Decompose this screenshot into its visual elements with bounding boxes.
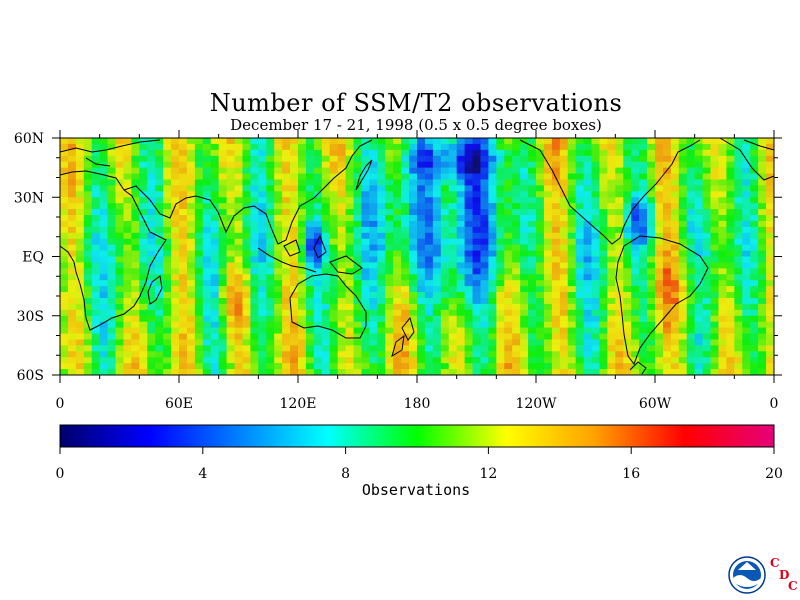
colorbar-tick-label: 0 <box>56 466 65 482</box>
coastline-south-america <box>615 235 709 366</box>
colorbar: 0 4 8 12 16 20 <box>56 424 783 482</box>
colorbar-ticks: 0 4 8 12 16 20 <box>56 447 783 482</box>
colorbar-gradient <box>59 424 775 448</box>
cdc-letter-2: D <box>779 568 790 582</box>
coastline-asia-south <box>123 139 373 245</box>
longitude-label: 120E <box>280 396 317 412</box>
colorbar-tick-label: 20 <box>765 466 783 482</box>
cdc-letter-3: C <box>788 579 798 593</box>
coastline-japan <box>355 159 373 191</box>
noaa-logo-text: NOAA <box>739 571 755 577</box>
noaa-logo-icon: NOAA <box>728 556 766 594</box>
coastline-greenland <box>719 137 775 181</box>
latitude-axis: 60N 30N EQ 30S 60S <box>14 131 782 384</box>
latitude-label: 30S <box>17 309 44 325</box>
coastline-madagascar <box>147 275 163 305</box>
cdc-logo: C D C <box>768 556 800 596</box>
coastlines <box>59 137 775 375</box>
longitude-label: 60W <box>639 396 672 412</box>
coastline-antarctic-peninsula <box>629 361 647 375</box>
colorbar-title: Observations <box>361 481 471 499</box>
coastline-europe <box>59 139 161 167</box>
coastline-indonesia <box>257 234 363 275</box>
colorbar-tick-label: 4 <box>198 466 207 482</box>
colorbar-tick-label: 12 <box>479 466 497 482</box>
colorbar-tick-label: 16 <box>622 466 640 482</box>
longitude-label: 60E <box>165 396 193 412</box>
noise-texture <box>60 138 774 375</box>
latitude-label: EQ <box>22 250 44 266</box>
coastline-africa <box>59 170 167 331</box>
coastline-north-america <box>519 139 701 245</box>
longitude-axis: 0 60E 120E 180 120W 60W 0 <box>56 130 779 412</box>
longitude-label: 180 <box>404 396 431 412</box>
cdc-letter-1: C <box>770 556 780 570</box>
longitude-label: 0 <box>770 396 779 412</box>
latitude-label: 30N <box>14 190 44 206</box>
coastline-australia <box>289 273 367 339</box>
map-title: Number of SSM/T2 observations <box>209 89 623 117</box>
latitude-label: 60N <box>14 131 44 147</box>
longitude-label: 0 <box>56 396 65 412</box>
latitude-label: 60S <box>17 368 44 384</box>
longitude-label: 120W <box>515 396 557 412</box>
colorbar-tick-label: 8 <box>341 466 350 482</box>
coastline-new-zealand <box>391 316 415 358</box>
map-subtitle: December 17 - 21, 1998 (0.5 x 0.5 degree… <box>230 116 602 134</box>
